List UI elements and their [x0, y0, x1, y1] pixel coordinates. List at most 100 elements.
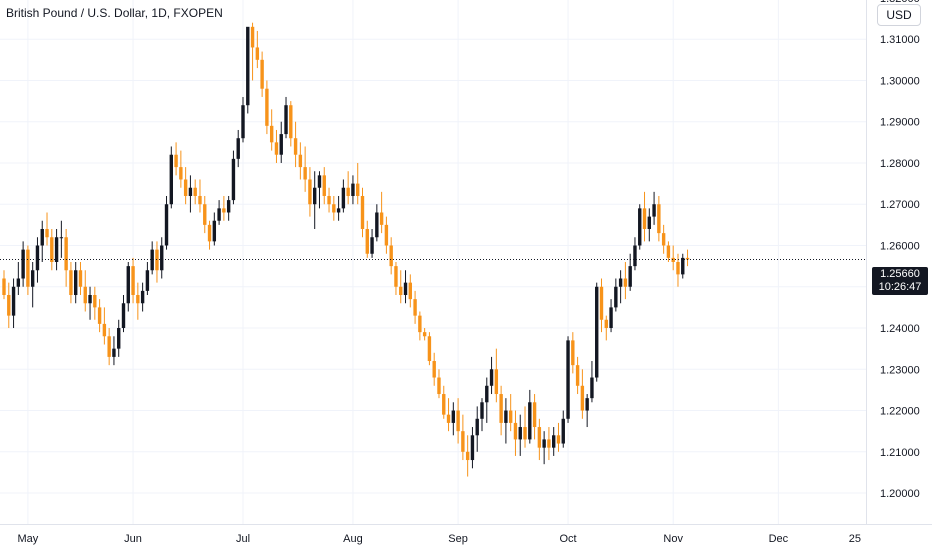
y-tick-label: 1.32000	[880, 0, 920, 5]
candle-body	[293, 138, 298, 155]
x-tick-label: 25	[849, 533, 861, 545]
candle-body	[83, 286, 87, 304]
candle	[140, 282, 145, 312]
candle-body	[107, 336, 111, 357]
candle-body	[50, 237, 54, 262]
candle	[16, 262, 21, 296]
candle	[528, 389, 532, 444]
grid-lines	[0, 0, 866, 524]
x-tick-label: Oct	[559, 533, 576, 545]
candle	[40, 220, 44, 262]
x-tick-label: Jun	[124, 533, 142, 545]
candle	[504, 398, 508, 444]
x-tick-label: Aug	[343, 533, 363, 545]
candle-body	[317, 175, 322, 188]
candle-body	[633, 245, 637, 267]
candle-body	[399, 286, 403, 296]
price-axis[interactable]: 1.200001.210001.220001.230001.240001.250…	[880, 0, 920, 500]
candle	[59, 220, 64, 258]
candle-body	[480, 402, 484, 419]
candles	[2, 22, 690, 477]
candle	[313, 171, 317, 229]
y-tick-label: 1.28000	[880, 158, 920, 170]
candle	[451, 402, 456, 436]
candle-body	[226, 200, 231, 213]
x-tick-label: Nov	[663, 533, 683, 545]
candle	[131, 257, 135, 304]
candle	[595, 282, 599, 382]
candle	[508, 394, 513, 432]
candle-body	[16, 278, 21, 287]
candle-body	[647, 216, 651, 229]
candle	[117, 319, 121, 357]
candle	[485, 377, 489, 423]
candle	[136, 282, 140, 320]
candle	[83, 270, 87, 312]
candle-body	[7, 295, 11, 316]
candle	[7, 282, 11, 329]
candle-body	[117, 328, 121, 349]
candle	[422, 328, 427, 341]
candle	[341, 179, 346, 213]
candle	[303, 146, 307, 192]
candle-body	[313, 187, 317, 205]
candle-body	[332, 204, 336, 213]
candle-body	[580, 385, 585, 411]
candle	[561, 410, 565, 448]
candle	[293, 121, 298, 168]
candle-body	[54, 237, 59, 262]
candle	[207, 220, 212, 250]
candle	[260, 51, 264, 97]
candle-body	[532, 402, 537, 428]
candle-body	[136, 295, 140, 304]
currency-button[interactable]: USD	[877, 4, 921, 26]
candle-body	[327, 195, 331, 205]
candle-body	[638, 208, 642, 246]
candle-body	[97, 307, 102, 324]
candle-body	[289, 105, 293, 139]
candle	[599, 278, 604, 333]
time-axis[interactable]: May Jun Jul Aug Sep Oct Nov Dec 25	[18, 533, 861, 545]
candle-body	[618, 278, 623, 287]
candle-body	[470, 435, 475, 461]
candle	[174, 142, 178, 176]
y-tick-label: 1.20000	[880, 488, 920, 500]
candle	[480, 398, 484, 432]
candle	[365, 220, 369, 258]
candle-body	[475, 418, 479, 436]
candle	[465, 435, 470, 477]
candle-body	[408, 282, 412, 300]
candle-body	[11, 286, 16, 316]
candle	[35, 237, 40, 283]
last-price-tag: 1.25660 10:26:47	[872, 267, 928, 295]
candle-body	[126, 266, 130, 304]
candle	[513, 410, 518, 456]
candle-body	[169, 154, 173, 205]
candle-body	[394, 266, 398, 287]
candle-body	[40, 228, 44, 246]
x-tick-label: May	[18, 533, 39, 545]
candle	[21, 241, 25, 287]
candle-body	[26, 249, 30, 287]
candle-body	[489, 369, 494, 386]
candle-body	[666, 245, 671, 258]
candle-body	[179, 167, 183, 180]
candle-body	[88, 295, 92, 304]
candle	[647, 208, 651, 242]
x-tick-label: Jul	[236, 533, 250, 545]
candle-body	[661, 233, 666, 246]
candle-body	[375, 212, 379, 238]
candle	[604, 315, 608, 341]
candle	[93, 286, 97, 320]
candle-body	[322, 175, 326, 196]
candle-body	[508, 410, 513, 423]
candle	[609, 299, 613, 333]
candle-body	[346, 187, 350, 196]
candle-body	[164, 204, 169, 246]
candle-body	[188, 187, 193, 196]
candle	[652, 191, 656, 225]
candle	[231, 150, 236, 205]
candle-body	[112, 348, 116, 357]
candle-body	[341, 187, 346, 209]
